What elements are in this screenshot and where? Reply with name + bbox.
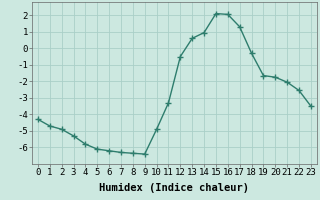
X-axis label: Humidex (Indice chaleur): Humidex (Indice chaleur) — [100, 183, 249, 193]
